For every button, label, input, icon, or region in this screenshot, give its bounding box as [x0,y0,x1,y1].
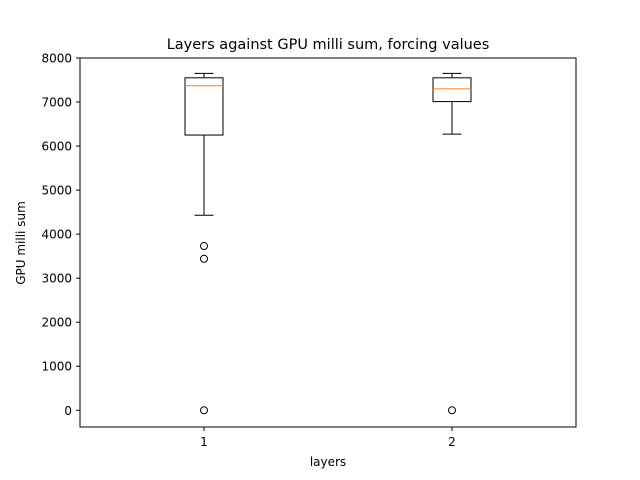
outlier-point [448,406,456,415]
box-iqr [184,77,224,136]
y-tick-label: 7000 [41,96,72,110]
y-tick-label: 0 [64,404,72,418]
x-tick-label: 2 [448,435,456,449]
y-axis-label: GPU milli sum [14,201,28,285]
axes-frame [79,57,577,428]
y-tick-label: 4000 [41,228,72,242]
box-group-2 [432,72,472,415]
y-axis: 0 1000 2000 3000 4000 5000 6000 7000 8000 [41,52,80,418]
y-tick-label: 8000 [41,52,72,66]
y-tick-label: 3000 [41,272,72,286]
y-tick-label: 1000 [41,360,72,374]
plot-area [184,72,472,415]
y-tick-label: 2000 [41,316,72,330]
y-tick-label: 6000 [41,140,72,154]
outlier-point [200,406,208,415]
chart-title: Layers against GPU milli sum, forcing va… [167,37,490,53]
outlier-point [200,242,208,251]
x-axis-label: layers [310,455,346,469]
outlier-point [200,254,208,263]
y-tick-label: 5000 [41,184,72,198]
x-tick-label: 1 [200,435,208,449]
box-iqr [432,77,472,103]
box-group-1 [184,72,224,415]
